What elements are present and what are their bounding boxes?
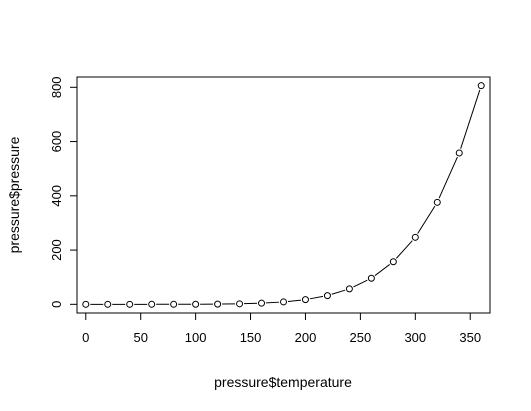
plot-frame xyxy=(76,76,491,314)
data-point xyxy=(367,274,375,282)
series-line-segment xyxy=(438,156,458,199)
data-point xyxy=(148,300,156,308)
data-point xyxy=(433,198,441,206)
data-point xyxy=(389,258,397,266)
y-tick-label: 0 xyxy=(49,301,64,308)
y-tick-label: 200 xyxy=(49,239,64,261)
y-tick-label: 600 xyxy=(49,131,64,153)
data-point xyxy=(192,300,200,308)
data-point xyxy=(214,300,222,308)
data-point xyxy=(82,300,90,308)
x-tick-label: 150 xyxy=(240,330,262,345)
x-tick-label: 0 xyxy=(82,330,89,345)
data-point xyxy=(301,296,309,304)
y-axis: 0 200 400 600 800 xyxy=(49,76,78,308)
series-line-segment xyxy=(353,279,368,288)
data-point xyxy=(126,300,134,308)
series-line-segment xyxy=(374,264,391,276)
data-point xyxy=(280,298,287,306)
data-point xyxy=(236,300,244,308)
data-point xyxy=(323,292,331,300)
x-axis: 0 50 100 150 200 250 300 350 xyxy=(82,312,481,345)
x-axis-label: pressure$temperature xyxy=(214,374,352,390)
series-line-segment xyxy=(395,240,413,259)
series-line-segment xyxy=(460,89,481,149)
series-line-segment xyxy=(265,301,280,304)
series-line-segment xyxy=(417,205,436,234)
data-point xyxy=(104,300,112,308)
y-tick-label: 400 xyxy=(49,185,64,207)
data-point xyxy=(258,299,266,307)
data-point xyxy=(345,285,353,293)
series-line-segment xyxy=(309,295,324,300)
series-line-segment xyxy=(287,299,302,302)
data-point xyxy=(411,233,419,241)
series xyxy=(82,82,485,308)
series-line-segment xyxy=(331,289,346,295)
x-tick-label: 200 xyxy=(295,330,317,345)
y-axis-label: pressure$pressure xyxy=(6,136,22,253)
data-point xyxy=(455,149,463,157)
x-tick-label: 350 xyxy=(459,330,481,345)
data-point xyxy=(477,82,485,90)
data-point xyxy=(170,300,178,308)
y-tick-label: 800 xyxy=(49,76,64,98)
x-tick-label: 100 xyxy=(185,330,207,345)
x-tick-label: 50 xyxy=(133,330,147,345)
x-tick-label: 300 xyxy=(404,330,426,345)
x-tick-label: 250 xyxy=(350,330,372,345)
